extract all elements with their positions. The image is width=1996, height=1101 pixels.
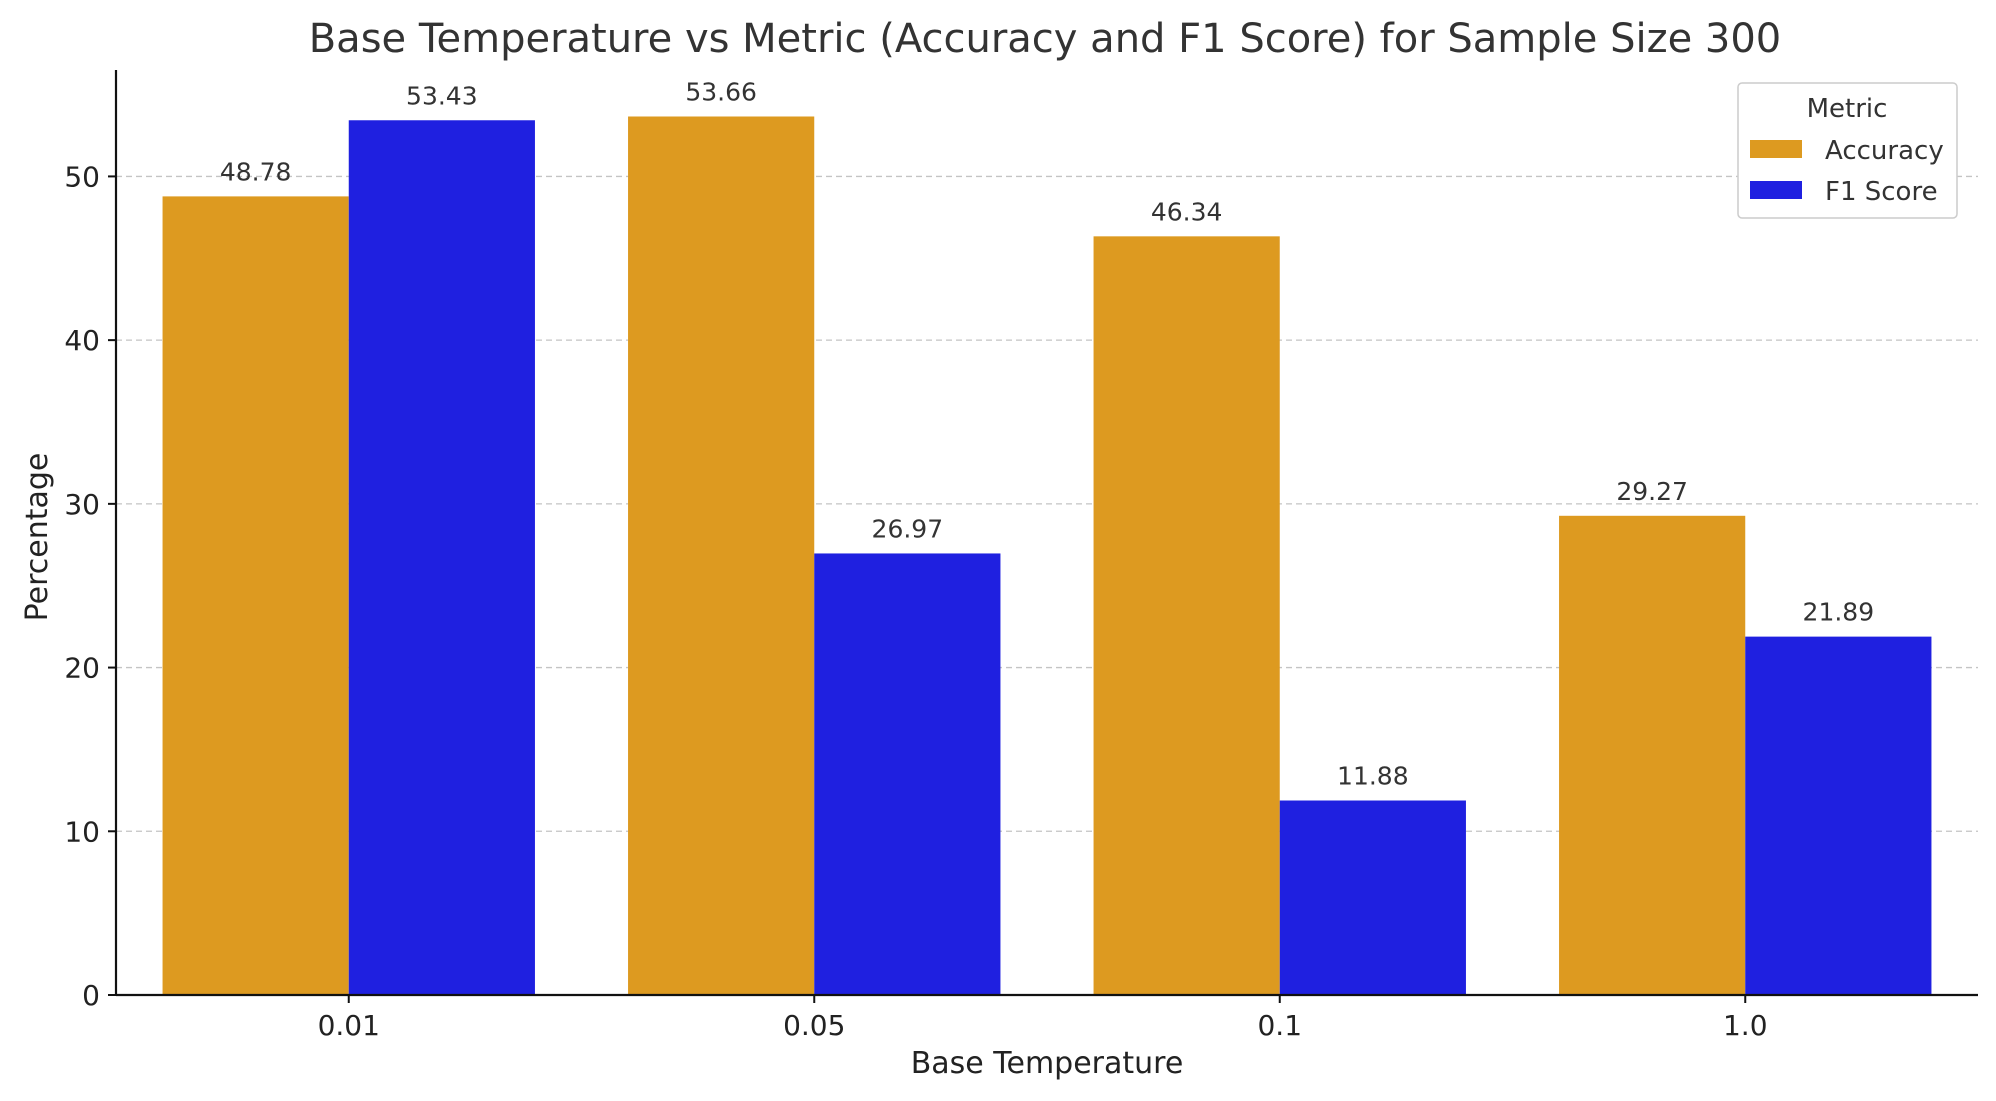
bar-value-label: 48.78	[220, 157, 292, 186]
y-ticks: 0 10 20 30 40 50	[64, 160, 116, 1012]
bar-value-label: 53.66	[685, 77, 757, 106]
legend-label-accuracy: Accuracy	[1825, 136, 1944, 166]
x-ticks: 0.01 0.05 0.1 1.0	[318, 995, 1768, 1042]
bar-value-label: 29.27	[1616, 477, 1688, 506]
bar-accuracy	[1559, 515, 1746, 995]
y-tick-label: 20	[64, 652, 100, 685]
y-axis-label: Percentage	[20, 453, 55, 622]
chart-title: Base Temperature vs Metric (Accuracy and…	[309, 16, 1782, 62]
y-tick-label: 10	[64, 815, 100, 848]
bar-accuracy	[162, 196, 349, 995]
bar-accuracy	[1093, 236, 1280, 995]
y-tick-label: 0	[82, 979, 100, 1012]
x-tick-label: 0.05	[783, 1009, 845, 1042]
bar-f1-score	[1745, 636, 1932, 995]
legend-swatch-f1-score	[1750, 181, 1802, 199]
bar-f1-score	[348, 120, 535, 996]
bar-accuracy	[628, 116, 815, 995]
legend-swatch-accuracy	[1750, 140, 1802, 158]
legend-label-f1-score: F1 Score	[1825, 177, 1938, 207]
bar-value-label: 21.89	[1803, 598, 1875, 627]
legend: Metric Accuracy F1 Score	[1737, 82, 1958, 219]
x-axis-label: Base Temperature	[911, 1046, 1184, 1081]
bar-f1-score	[814, 553, 1001, 995]
legend-title: Metric	[1807, 94, 1888, 124]
bar-value-label: 46.34	[1151, 197, 1223, 226]
axes	[114, 70, 1978, 997]
bar-labels: 48.78 53.43 53.66 26.97 46.34 11.88 29.27 21.89	[220, 77, 1874, 790]
y-tick-label: 40	[64, 324, 100, 357]
x-tick-label: 0.01	[318, 1009, 380, 1042]
x-tick-label: 1.0	[1723, 1009, 1768, 1042]
bars	[162, 116, 1932, 996]
y-tick-label: 30	[64, 488, 100, 521]
y-tick-label: 50	[64, 160, 100, 193]
bar-value-label: 26.97	[872, 514, 944, 543]
bar-value-label: 11.88	[1337, 762, 1409, 791]
x-tick-label: 0.1	[1257, 1009, 1302, 1042]
bar-value-label: 53.43	[406, 81, 478, 110]
bar-f1-score	[1279, 800, 1466, 995]
